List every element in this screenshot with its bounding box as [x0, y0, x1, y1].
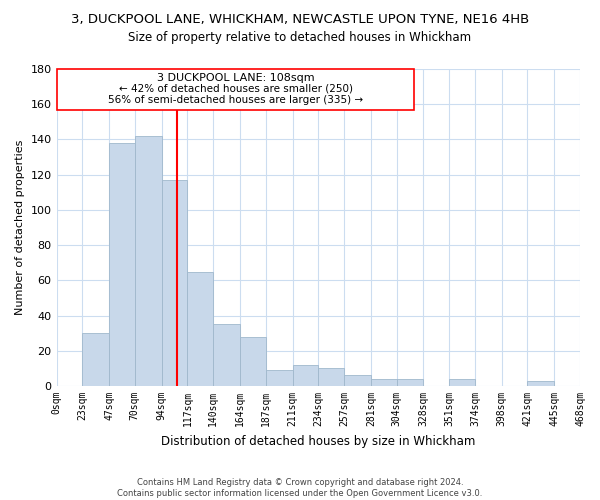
- Text: 3 DUCKPOOL LANE: 108sqm: 3 DUCKPOOL LANE: 108sqm: [157, 74, 314, 84]
- Text: Size of property relative to detached houses in Whickham: Size of property relative to detached ho…: [128, 31, 472, 44]
- Y-axis label: Number of detached properties: Number of detached properties: [15, 140, 25, 315]
- Bar: [293, 365, 318, 386]
- Text: Contains HM Land Registry data © Crown copyright and database right 2024.
Contai: Contains HM Land Registry data © Crown c…: [118, 478, 482, 498]
- Bar: [318, 368, 344, 386]
- Bar: [135, 136, 161, 386]
- Text: 56% of semi-detached houses are larger (335) →: 56% of semi-detached houses are larger (…: [108, 94, 363, 104]
- Bar: [266, 370, 293, 386]
- Bar: [161, 180, 187, 386]
- X-axis label: Distribution of detached houses by size in Whickham: Distribution of detached houses by size …: [161, 434, 475, 448]
- Bar: [109, 143, 135, 386]
- Bar: [449, 379, 475, 386]
- Bar: [527, 381, 554, 386]
- Bar: [344, 376, 371, 386]
- Text: 3, DUCKPOOL LANE, WHICKHAM, NEWCASTLE UPON TYNE, NE16 4HB: 3, DUCKPOOL LANE, WHICKHAM, NEWCASTLE UP…: [71, 12, 529, 26]
- Bar: [56, 69, 415, 110]
- Bar: [397, 379, 424, 386]
- Bar: [371, 379, 397, 386]
- Text: ← 42% of detached houses are smaller (250): ← 42% of detached houses are smaller (25…: [119, 84, 353, 94]
- Bar: [240, 336, 266, 386]
- Bar: [213, 324, 240, 386]
- Bar: [187, 272, 213, 386]
- Bar: [82, 333, 109, 386]
